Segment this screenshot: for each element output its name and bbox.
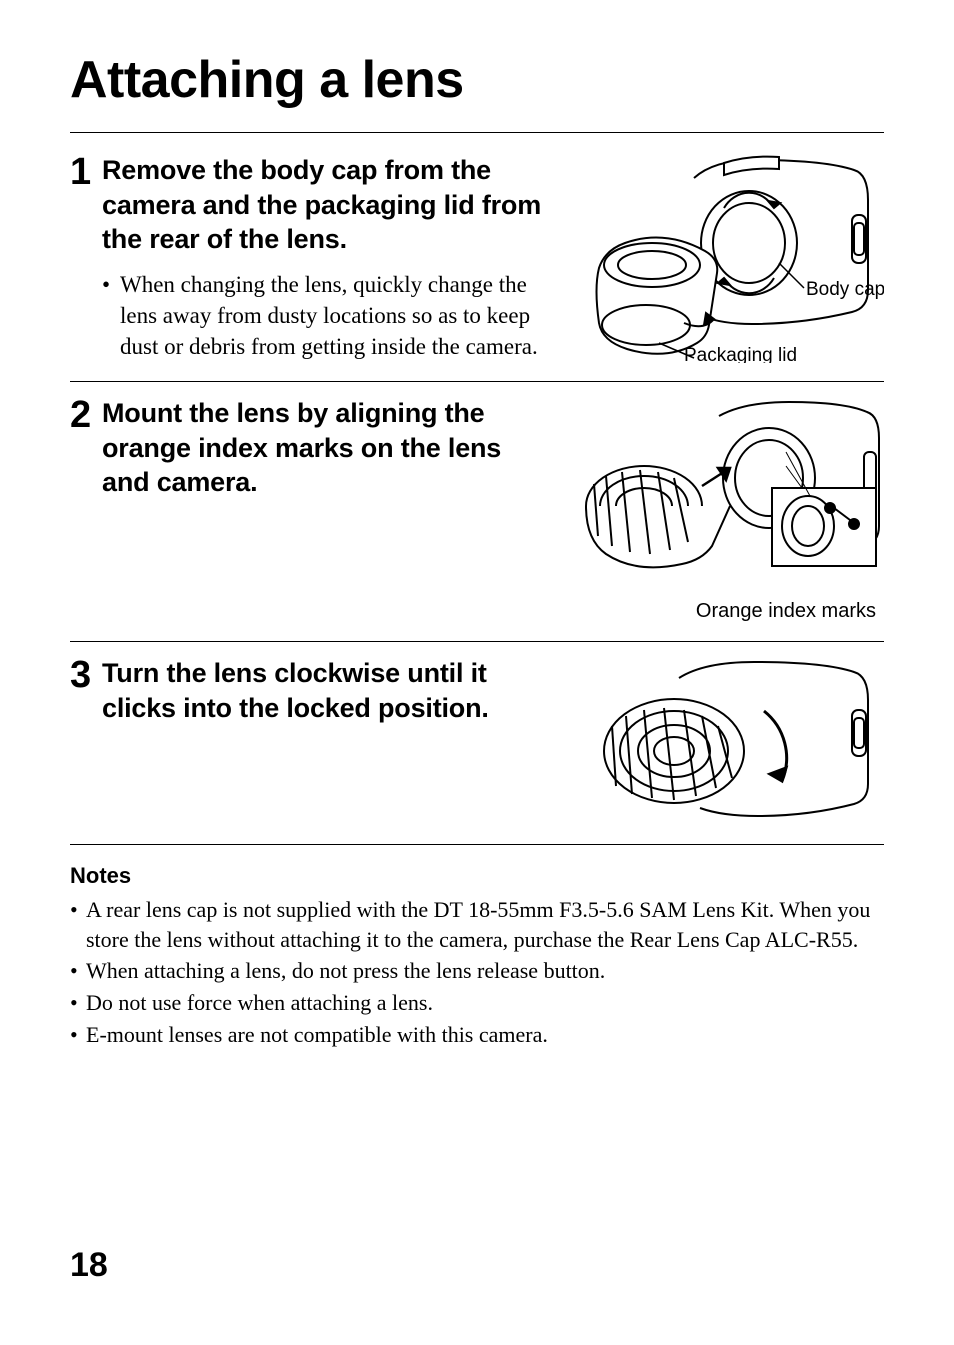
step-3-figure (574, 656, 884, 826)
step-1-figure: Body cap Packaging lid (574, 153, 884, 363)
note-item: Do not use force when attaching a lens. (70, 988, 884, 1018)
page-title: Attaching a lens (70, 50, 884, 110)
turn-clockwise-illustration (574, 656, 884, 826)
step-2: 2 Mount the lens by aligning the orange … (70, 396, 884, 623)
step-2-figure: Orange index marks (574, 396, 884, 623)
step-2-text: 2 Mount the lens by aligning the orange … (70, 396, 546, 500)
step-1: 1 Remove the body cap from the camera an… (70, 153, 884, 363)
note-item: When attaching a lens, do not press the … (70, 956, 884, 986)
body-cap-label: Body cap (806, 279, 884, 300)
note-item: E-mount lenses are not compatible with t… (70, 1020, 884, 1050)
camera-bodycap-illustration: Body cap Packaging lid (574, 153, 884, 363)
rule-3 (70, 844, 884, 845)
title-rule (70, 132, 884, 133)
step-2-number: 2 (70, 396, 92, 434)
step-3-text: 3 Turn the lens clockwise until it click… (70, 656, 546, 725)
align-index-illustration (574, 396, 884, 596)
step-3: 3 Turn the lens clockwise until it click… (70, 656, 884, 826)
orange-index-caption: Orange index marks (696, 600, 876, 623)
step-1-bullet: When changing the lens, quickly change t… (102, 269, 546, 362)
step-1-number: 1 (70, 153, 92, 191)
rule-2 (70, 641, 884, 642)
step-1-text: 1 Remove the body cap from the camera an… (70, 153, 546, 362)
note-item: A rear lens cap is not supplied with the… (70, 895, 884, 954)
step-1-heading: Remove the body cap from the camera and … (102, 153, 546, 257)
notes-heading: Notes (70, 863, 884, 889)
page-number: 18 (70, 1246, 108, 1285)
step-3-number: 3 (70, 656, 92, 694)
packaging-lid-label: Packaging lid (684, 345, 797, 363)
step-2-heading: Mount the lens by aligning the orange in… (102, 396, 546, 500)
rule-1 (70, 381, 884, 382)
step-3-heading: Turn the lens clockwise until it clicks … (102, 656, 546, 725)
notes-section: Notes A rear lens cap is not supplied wi… (70, 863, 884, 1049)
